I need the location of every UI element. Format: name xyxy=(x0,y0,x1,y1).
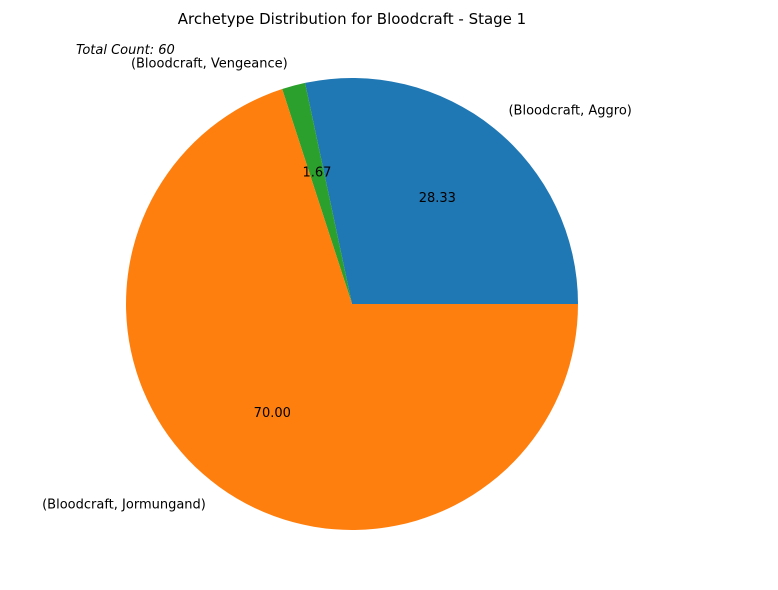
pie-slice-bloodcraft-vengeance xyxy=(282,82,352,304)
pie-category-label: (Bloodcraft, Vengeance) xyxy=(131,56,288,71)
pie-slice-bloodcraft-jormungand xyxy=(125,89,579,530)
pie-slices xyxy=(125,77,579,530)
pie-pct-label: 28.33 xyxy=(419,191,456,206)
pie-slice-bloodcraft-aggro xyxy=(305,77,578,304)
total-count-annotation: Total Count: 60 xyxy=(76,43,175,58)
pie-pct-label: 70.00 xyxy=(254,406,291,421)
pie-pct-label: 1.67 xyxy=(302,166,331,181)
pie-labels: 28.33 (Bloodcraft, Aggro) 1.67 (Bloodcraft,… xyxy=(42,56,632,512)
pie-category-label: (Bloodcraft, Jormungand) xyxy=(42,498,206,513)
chart-title: Archetype Distribution for Bloodcraft - … xyxy=(178,10,526,28)
pie-category-label: (Bloodcraft, Aggro) xyxy=(508,103,631,118)
